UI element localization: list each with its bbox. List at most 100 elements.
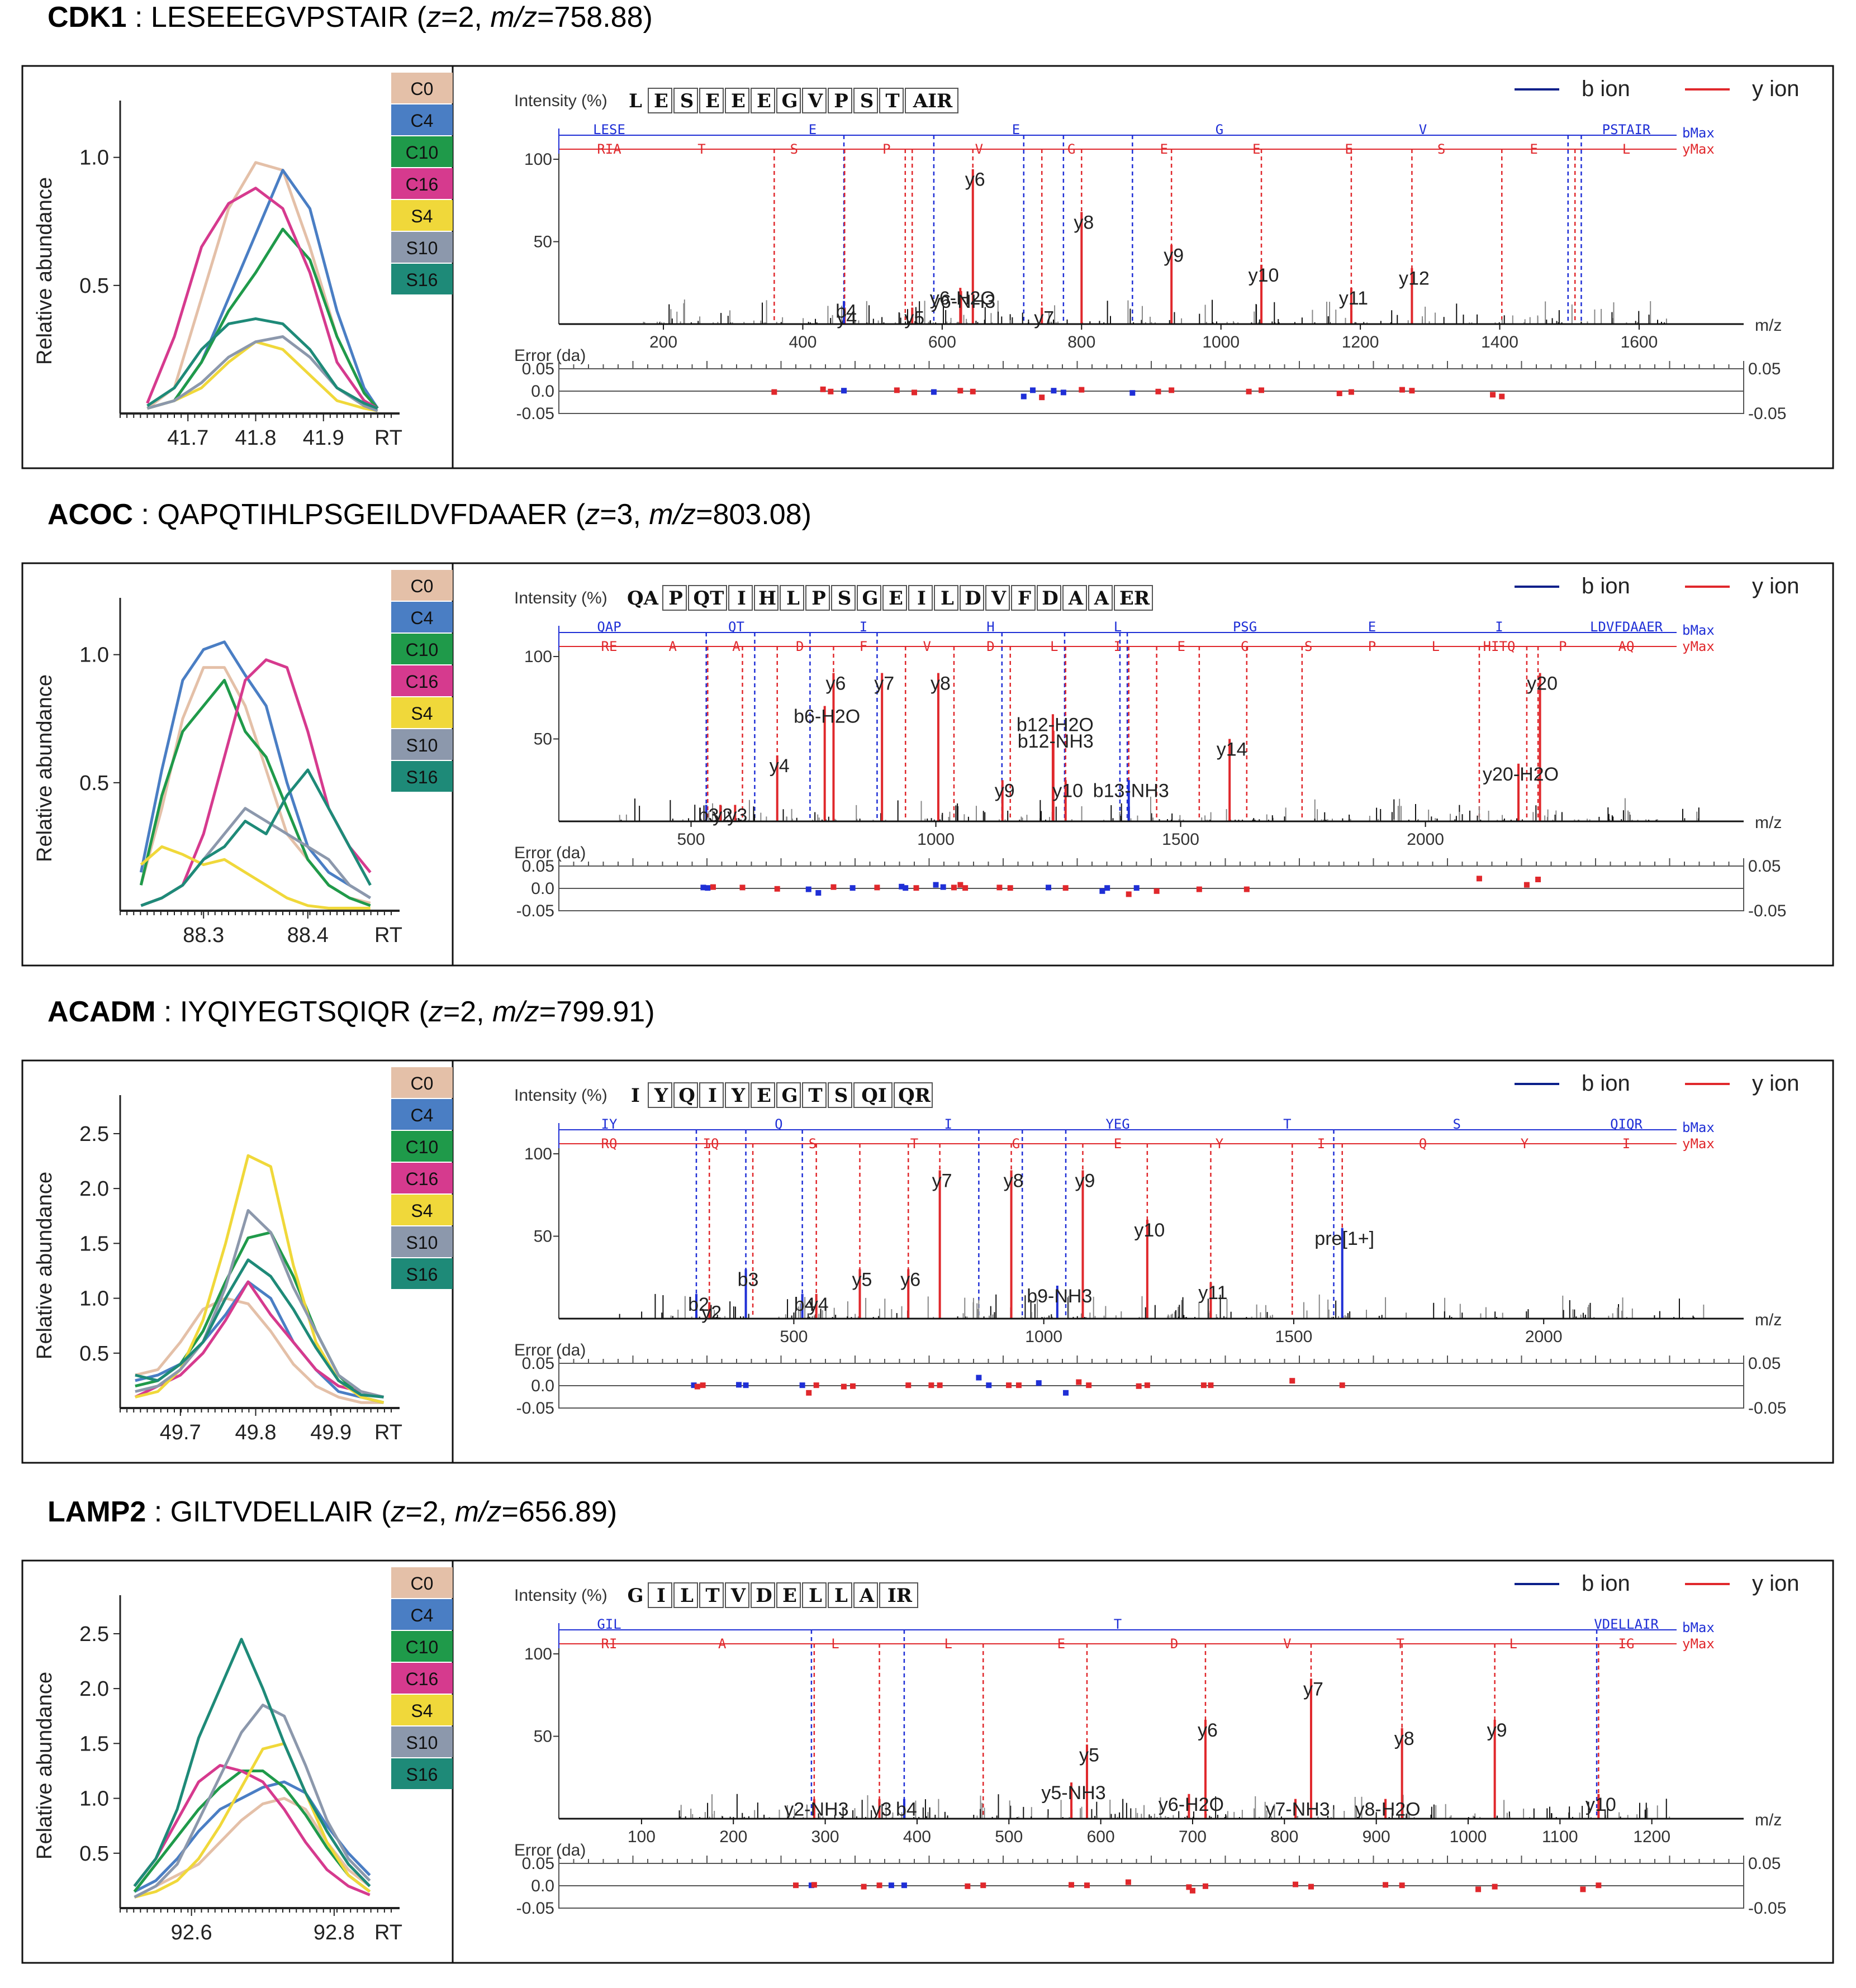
y-fragment-label: HITQ [1483, 639, 1516, 654]
intensity-tick-label: 50 [534, 1728, 552, 1746]
panel-frame [21, 1059, 1834, 1464]
error-point [811, 1882, 817, 1888]
error-point [815, 890, 822, 896]
residue-box [648, 1582, 672, 1608]
b-fragment-label: LESE [593, 122, 625, 137]
y-fragment-label: L [1432, 639, 1440, 654]
peptide-sequence: IYQIYEGTSQIQR [180, 996, 411, 1028]
residue-box [894, 1082, 933, 1108]
mz-tick-label: 500 [995, 1828, 1023, 1846]
mz-tick-label: 800 [1270, 1828, 1298, 1846]
error-point [903, 885, 909, 891]
b-fragment-label: QIQR [1610, 1116, 1643, 1132]
error-point [1580, 1886, 1586, 1892]
sample-swatch-c10 [391, 634, 453, 664]
error-point [1154, 888, 1160, 894]
peak-label: b4 [836, 301, 857, 322]
residue-box [1011, 585, 1036, 611]
paren-close: ) [607, 1496, 617, 1528]
sample-label: S16 [406, 270, 438, 290]
error-point [1062, 885, 1069, 891]
sequence-residue: QA [627, 587, 659, 610]
error-point [996, 884, 1003, 891]
residue-box [882, 585, 907, 611]
error-point [828, 388, 834, 394]
residue-box [725, 1582, 749, 1608]
sample-swatch-c4 [391, 1099, 453, 1130]
error-point [806, 1390, 812, 1396]
paren-close: ) [645, 996, 654, 1028]
error-point [1492, 1884, 1498, 1890]
sample-label: C4 [411, 608, 434, 628]
error-point [1136, 1383, 1142, 1389]
error-point [1399, 1882, 1405, 1889]
peak-label: y6-NH3 [931, 291, 995, 312]
peptide-sequence: LESEEEGVPSTAIR [151, 1, 409, 34]
charge-value: =2, [406, 1496, 455, 1528]
error-point [1079, 387, 1085, 393]
error-point [1099, 888, 1105, 894]
error-point [1051, 388, 1057, 394]
error-point [962, 885, 969, 891]
mz-tick-label: 600 [928, 333, 956, 351]
residue-box [805, 585, 830, 611]
error-point [1076, 1379, 1082, 1385]
sequence-residue: V [991, 587, 1007, 610]
sample-label: C10 [406, 142, 439, 163]
mz-tick-label: 100 [628, 1828, 656, 1846]
residue-box [780, 585, 804, 611]
error-point [1155, 388, 1161, 394]
gene-name: ACADM [48, 996, 156, 1028]
peak-label: y7 [932, 1171, 952, 1192]
y-fragment-label: E [1114, 1136, 1122, 1152]
y-fragment-label: V [1283, 1636, 1291, 1652]
sample-label: C0 [411, 79, 434, 99]
peak-label: b6-H2O [794, 706, 860, 727]
residue-box [802, 1082, 827, 1108]
sequence-residue: AIR [913, 90, 953, 112]
peak-label: b12-H2O [1017, 714, 1094, 735]
xic-series-s4 [146, 340, 378, 412]
xic-y-axis-label: Relative abundance [33, 1672, 56, 1859]
mz-tick-label: 1000 [1025, 1328, 1062, 1346]
xic-series-s16 [146, 317, 378, 410]
sample-label: S4 [411, 1701, 433, 1721]
sample-swatch-c16 [391, 168, 453, 199]
ymax-label: yMax [1682, 639, 1715, 654]
error-point [928, 1382, 934, 1388]
mz-axis-label: m/z [1755, 814, 1782, 832]
error-point [1189, 1887, 1195, 1894]
peak-label: y9 [1075, 1171, 1095, 1192]
sample-swatch-s10 [391, 1727, 453, 1757]
mz-value: =803.08 [696, 498, 801, 531]
residue-box [1114, 585, 1153, 611]
error-point [739, 884, 746, 891]
error-point [1596, 1882, 1602, 1889]
error-right-tick-label: -0.05 [1748, 405, 1786, 423]
charge-label: z [391, 1496, 406, 1528]
panel-frame [21, 65, 1834, 469]
sequence-residue: I [917, 587, 926, 610]
b-ion-legend-label: b ion [1582, 77, 1630, 101]
error-point [940, 884, 946, 890]
error-right-tick-label: 0.05 [1748, 857, 1781, 876]
y-fragment-label: Y [1216, 1136, 1224, 1152]
b-fragment-label: YEG [1105, 1116, 1129, 1132]
error-point [743, 1382, 749, 1388]
y-fragment-label: V [975, 141, 983, 157]
sequence-residue: S [834, 1085, 848, 1107]
error-point [1069, 1882, 1075, 1888]
panel-header: ACADM : IYQIYEGTSQIQR (z=2, m/z=799.91) [48, 996, 655, 1028]
sequence-residue: T [705, 1585, 719, 1607]
sequence-residue: S [838, 587, 852, 610]
sample-swatch-c16 [391, 1163, 453, 1193]
residue-box [853, 1582, 878, 1608]
peak-label: y2 [713, 805, 733, 826]
xic-series-c4 [134, 1780, 371, 1893]
b-ion-legend-label: b ion [1582, 1071, 1630, 1096]
y-fragment-label: IG [1618, 1636, 1635, 1652]
peak-label: pre[1+] [1314, 1228, 1374, 1249]
xic-series-s16 [133, 1638, 371, 1887]
error-label: Error (da) [514, 844, 586, 862]
intensity-tick-label: 50 [534, 730, 552, 749]
